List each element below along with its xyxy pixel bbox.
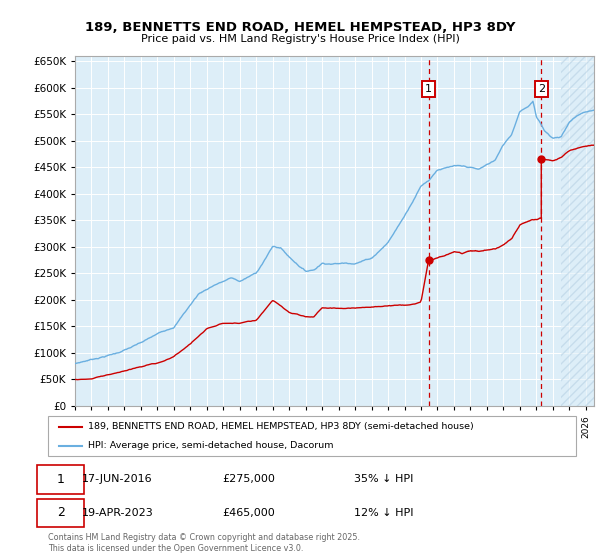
Text: 17-JUN-2016: 17-JUN-2016: [82, 474, 153, 484]
FancyBboxPatch shape: [37, 465, 84, 494]
Text: 35% ↓ HPI: 35% ↓ HPI: [354, 474, 413, 484]
Bar: [561, 56, 600, 406]
FancyBboxPatch shape: [37, 498, 84, 528]
Text: Price paid vs. HM Land Registry's House Price Index (HPI): Price paid vs. HM Land Registry's House …: [140, 34, 460, 44]
Text: HPI: Average price, semi-detached house, Dacorum: HPI: Average price, semi-detached house,…: [88, 441, 333, 450]
FancyBboxPatch shape: [48, 416, 576, 456]
Text: 12% ↓ HPI: 12% ↓ HPI: [354, 508, 414, 518]
Text: 1: 1: [57, 473, 65, 486]
Text: £465,000: £465,000: [222, 508, 275, 518]
Point: [536, 155, 546, 164]
Text: Contains HM Land Registry data © Crown copyright and database right 2025.
This d: Contains HM Land Registry data © Crown c…: [48, 533, 360, 553]
Text: 1: 1: [425, 84, 432, 94]
Text: 19-APR-2023: 19-APR-2023: [82, 508, 154, 518]
Text: 2: 2: [57, 506, 65, 520]
Text: 189, BENNETTS END ROAD, HEMEL HEMPSTEAD, HP3 8DY: 189, BENNETTS END ROAD, HEMEL HEMPSTEAD,…: [85, 21, 515, 34]
Text: £275,000: £275,000: [222, 474, 275, 484]
Text: 189, BENNETTS END ROAD, HEMEL HEMPSTEAD, HP3 8DY (semi-detached house): 189, BENNETTS END ROAD, HEMEL HEMPSTEAD,…: [88, 422, 473, 431]
Point: [424, 256, 433, 265]
Text: 2: 2: [538, 84, 545, 94]
